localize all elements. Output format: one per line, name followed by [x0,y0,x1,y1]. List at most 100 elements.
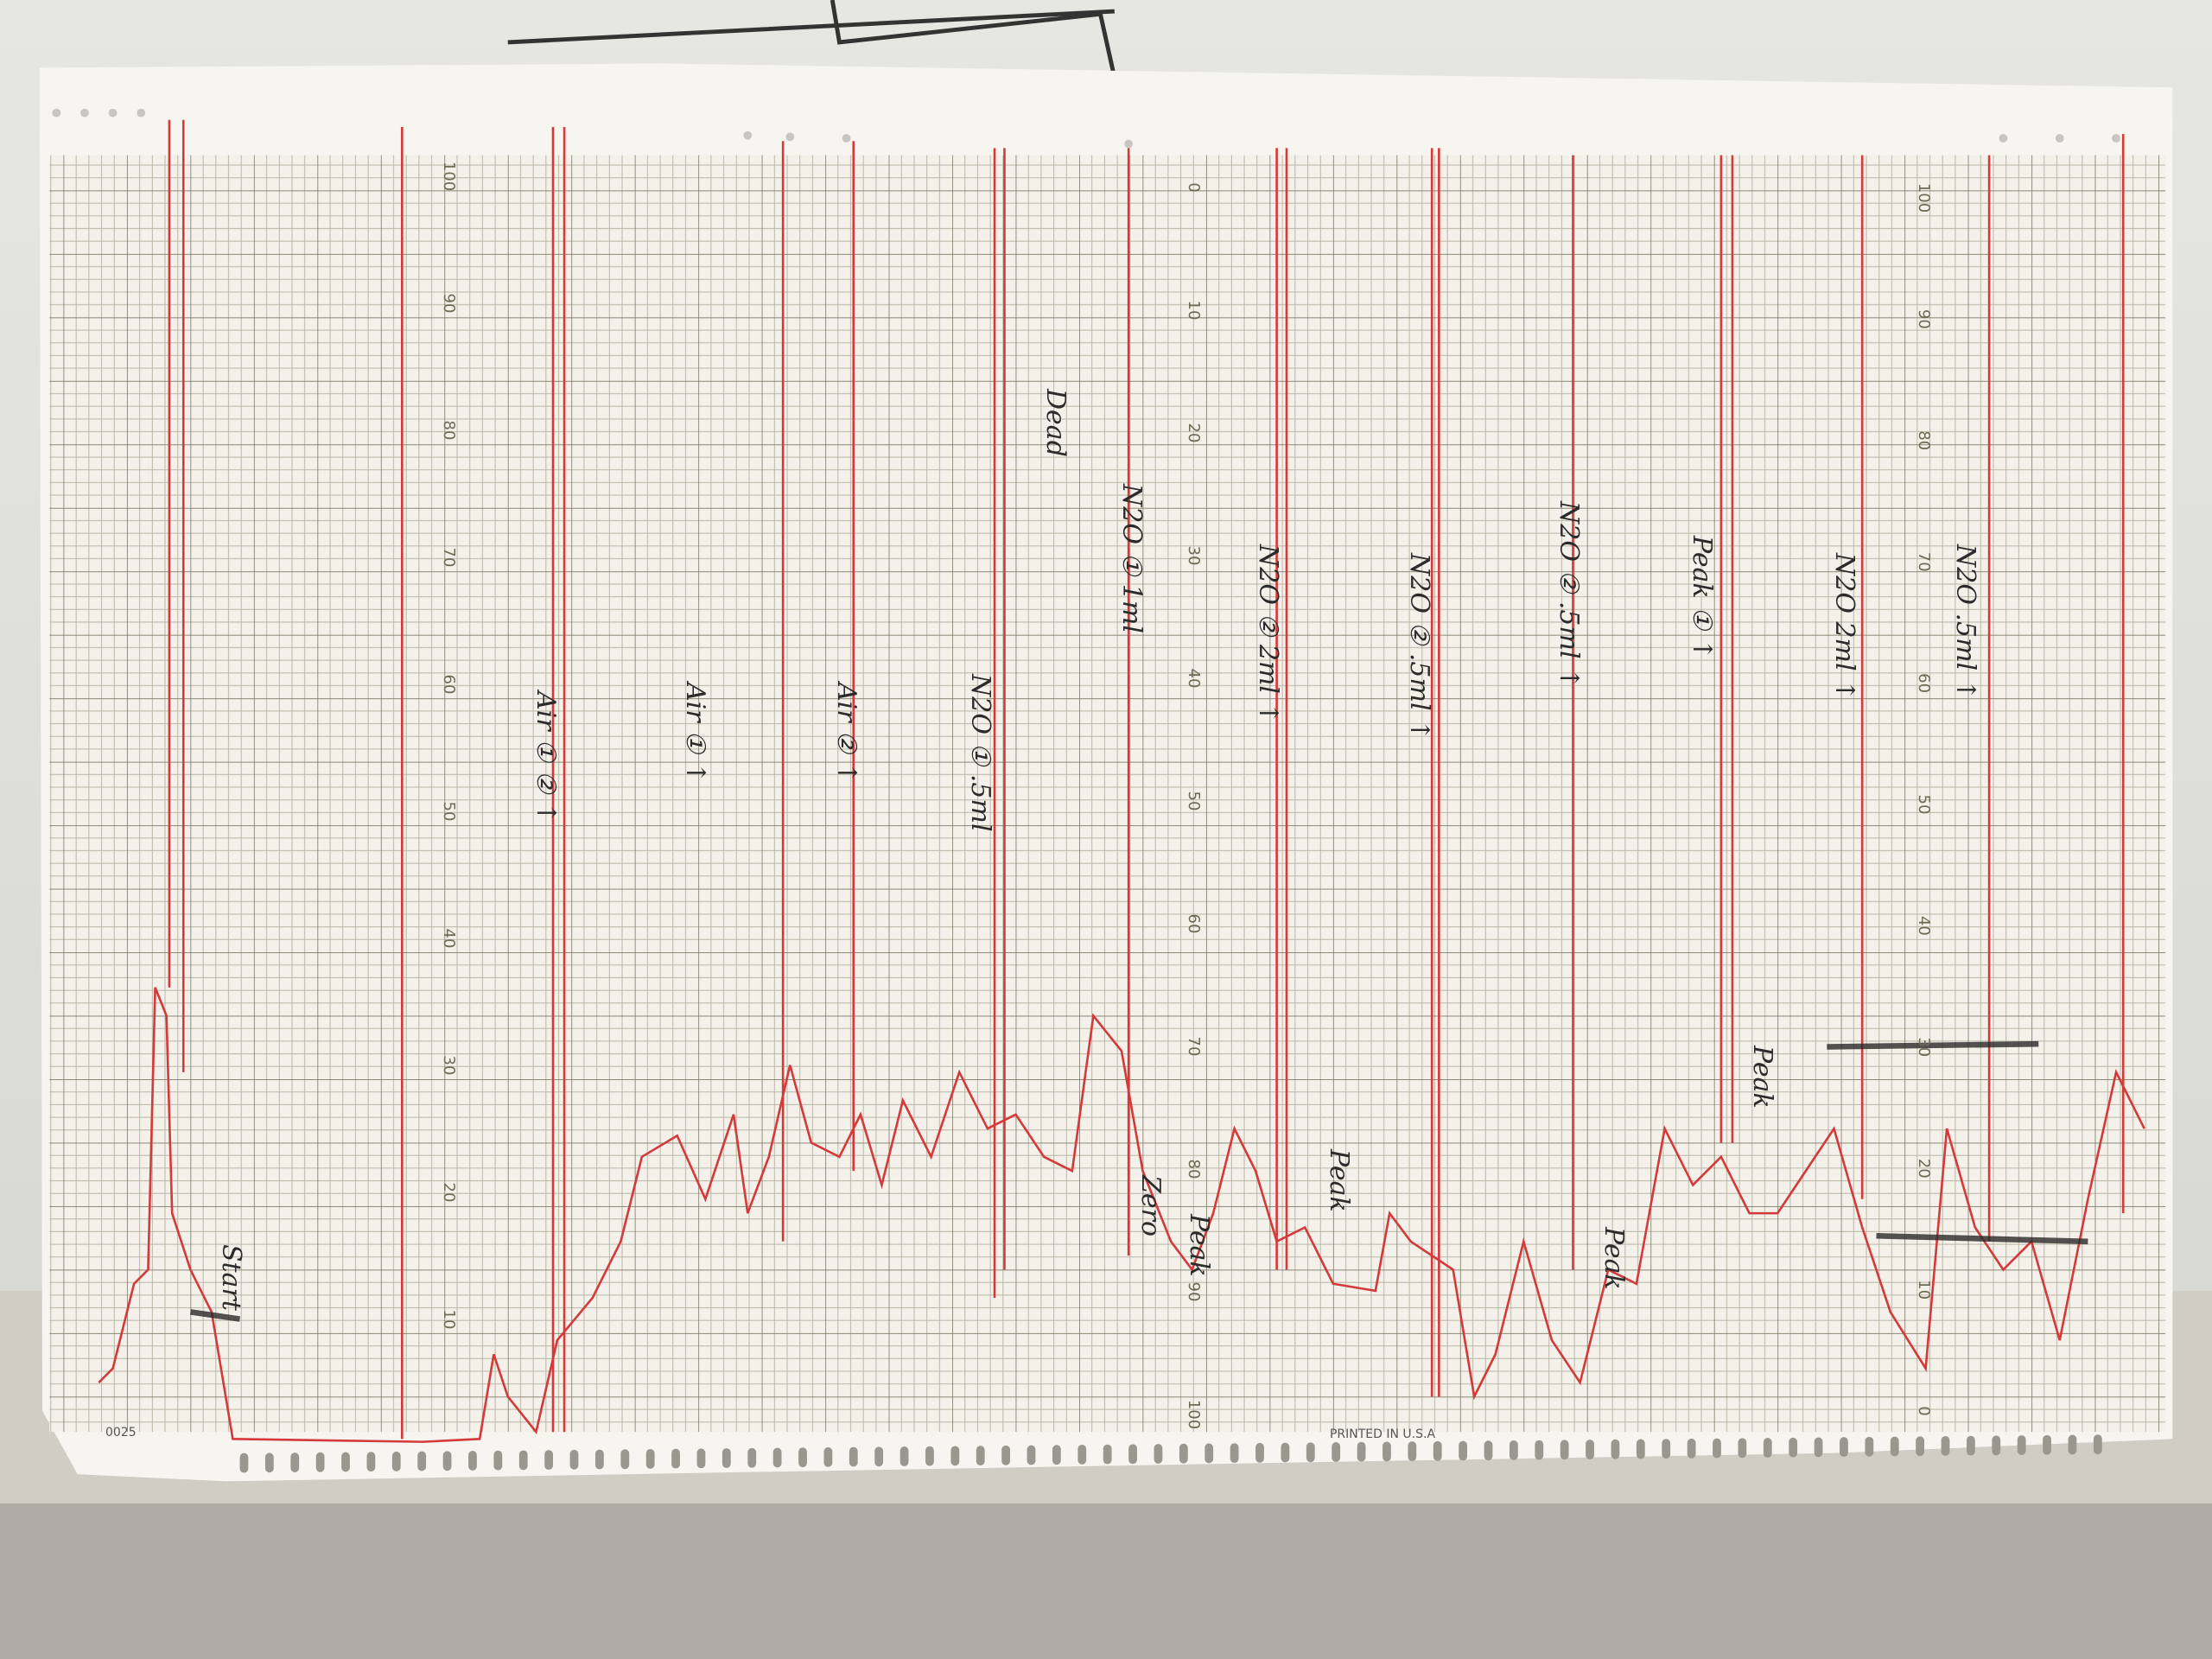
sprocket-hole [1814,1437,1823,1458]
scale-label: 20 [440,1183,458,1203]
sprocket-hole [1586,1440,1594,1459]
sprocket-hole [721,1448,731,1468]
sprocket-hole [874,1446,884,1467]
sprocket-hole [1332,1442,1341,1462]
sprocket-hole [1001,1445,1011,1465]
floor-shadow [0,1503,2212,1659]
sprocket-hole [1027,1445,1036,1465]
sprocket-hole [315,1452,325,1472]
sprocket-hole [1966,1435,1975,1456]
footer-printed: PRINTED IN U.S.A [1330,1427,1435,1441]
sprocket-hole [1636,1439,1645,1459]
scale-label: 70 [1915,552,1933,572]
sprocket-hole [1611,1439,1620,1459]
annotation: Air ① ↑ [680,680,710,784]
sprocket-hole [747,1447,757,1468]
sprocket-hole [1738,1438,1747,1459]
scale-label: 40 [1185,669,1203,689]
annotation: N2O .5ml ↑ [1950,543,1980,701]
sprocket-hole [417,1451,427,1471]
sprocket-hole [772,1447,782,1468]
scale-label: 100 [1185,1400,1203,1429]
chart-paper [39,0,2173,1482]
sprocket-hole [849,1446,858,1467]
sprocket-hole [1077,1444,1087,1465]
sprocket-hole [2068,1434,2077,1455]
sprocket-hole [1357,1441,1366,1462]
sprocket-hole [645,1448,655,1469]
sprocket-hole [1052,1445,1061,1465]
scale-label: 70 [440,548,458,568]
annotation: Air ① ② ↑ [531,689,561,823]
scale-label: 10 [1915,1280,1933,1300]
sprocket-hole [1865,1436,1874,1457]
sprocket-hole [1789,1437,1798,1458]
scale-label: 20 [1915,1159,1933,1179]
sprocket-hole [1103,1444,1112,1465]
sprocket-hole [544,1450,554,1471]
scale-label: 0 [1915,1406,1933,1415]
annotation: Peak ① ↑ [1687,535,1717,660]
scale-label: 80 [440,421,458,441]
sprocket-hole [1179,1443,1188,1464]
sprocket-hole [341,1452,350,1472]
sprocket-hole [1230,1443,1239,1464]
sprocket-hole [594,1449,604,1470]
sprocket-hole [925,1446,934,1466]
sprocket-hole [2017,1435,2026,1455]
sprocket-hole [1890,1436,1899,1457]
scale-label: 90 [1915,309,1933,329]
annotation: N2O ② .5ml ↑ [1554,500,1584,689]
annotation: N2O ① .5ml [965,673,995,832]
annotation: Peak [1184,1213,1214,1277]
sprocket-hole [620,1449,630,1470]
labels: 1009080706050403020100102030405060708090… [105,162,1980,1441]
sprocket-hole [671,1448,680,1469]
scale-label: 60 [440,675,458,695]
sprocket-hole [1509,1440,1518,1460]
sprocket-hole [468,1451,477,1471]
sprocket-hole [1154,1444,1163,1464]
sprocket-hole [696,1448,706,1469]
scale-label: 100 [440,162,458,191]
sprocket-hole [518,1450,528,1471]
scale-label: 60 [1185,914,1203,934]
sprocket-hole [442,1451,452,1471]
sprocket-hole [290,1452,300,1472]
annotation: Dead [1040,388,1071,457]
scale-label: 10 [440,1310,458,1330]
scale-label: 20 [1185,423,1203,443]
sprocket-hole [1713,1438,1721,1459]
scale-label: 50 [440,802,458,822]
annotation: Zero [1135,1174,1166,1236]
sprocket-hole [1992,1435,2001,1456]
annotation: Start [216,1244,246,1312]
sprocket-hole [1459,1440,1468,1461]
sprocket-hole [1128,1444,1137,1465]
scale-label: 0 [1185,182,1203,192]
annotation: N2O ② 2ml ↑ [1253,543,1283,724]
sprocket-hole [1840,1437,1848,1458]
sprocket-hole [1662,1439,1671,1459]
sprocket-hole [1433,1440,1442,1461]
sprocket-hole [1535,1440,1544,1460]
scale-label: 30 [440,1056,458,1076]
sprocket-hole [1281,1442,1290,1463]
scale-label: 80 [1185,1160,1203,1179]
sprocket-hole [264,1452,274,1473]
scale-label: 90 [1185,1282,1203,1302]
scale-label: 100 [1915,183,1933,213]
annotation: N2O ② .5ml ↑ [1404,552,1434,741]
scale-label: 50 [1185,791,1203,811]
sprocket-hole [493,1450,503,1471]
sprocket-hole [569,1449,579,1470]
sprocket-hole [1306,1442,1315,1463]
scale-label: 40 [1915,916,1933,936]
sprocket-hole [1763,1438,1772,1458]
sprocket-hole [1916,1436,1925,1457]
annotation: Peak [1324,1148,1354,1212]
sprocket-hole [823,1446,833,1467]
sprocket-hole [2043,1434,2051,1455]
